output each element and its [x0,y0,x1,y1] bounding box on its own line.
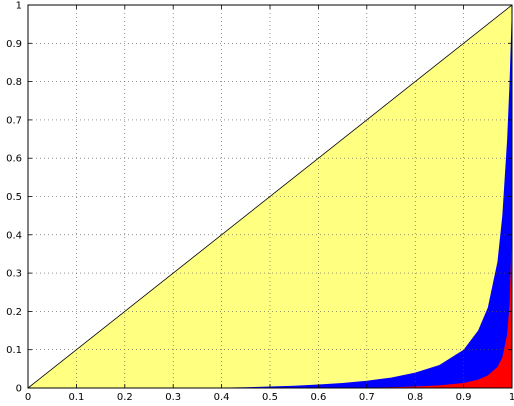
y-axis-tick-labels: 0 0.1 0.2 0.3 0.4 0.5 0.6 0.7 0.8 0.9 1 [6,1,22,395]
y-tick-label: 0.6 [6,154,22,165]
x-tick-label: 0 [25,392,31,403]
y-tick-label: 0.4 [6,230,22,241]
x-tick-label: 0.1 [68,392,84,403]
diagonal-line-group [27,4,513,389]
x-tick-label: 0.7 [359,392,375,403]
x-tick-label: 0.3 [165,392,181,403]
x-tick-label: 0.8 [407,392,423,403]
x-tick-label: 0.5 [262,392,278,403]
x-axis-tick-labels: 0 0.1 0.2 0.3 0.4 0.5 0.6 0.7 0.8 0.9 1 [25,392,514,403]
x-tick-label: 1 [509,392,514,403]
y-tick-label: 0.2 [6,307,22,318]
y-tick-label: 0.3 [6,269,22,280]
y-tick-label: 1 [16,1,22,12]
diagonal-line [27,4,513,389]
x-tick-label: 0.6 [310,392,326,403]
y-tick-label: 0.5 [6,192,22,203]
y-tick-label: 0.7 [6,115,22,126]
axis-ticks [27,4,513,389]
y-tick-label: 0.8 [6,77,22,88]
x-tick-label: 0.9 [456,392,472,403]
grid-lines [28,5,512,388]
x-tick-label: 0.2 [117,392,133,403]
y-tick-label: 0.9 [6,39,22,50]
y-tick-label: 0 [16,384,22,395]
y-tick-label: 0.1 [6,345,22,356]
x-tick-label: 0.4 [214,392,230,403]
